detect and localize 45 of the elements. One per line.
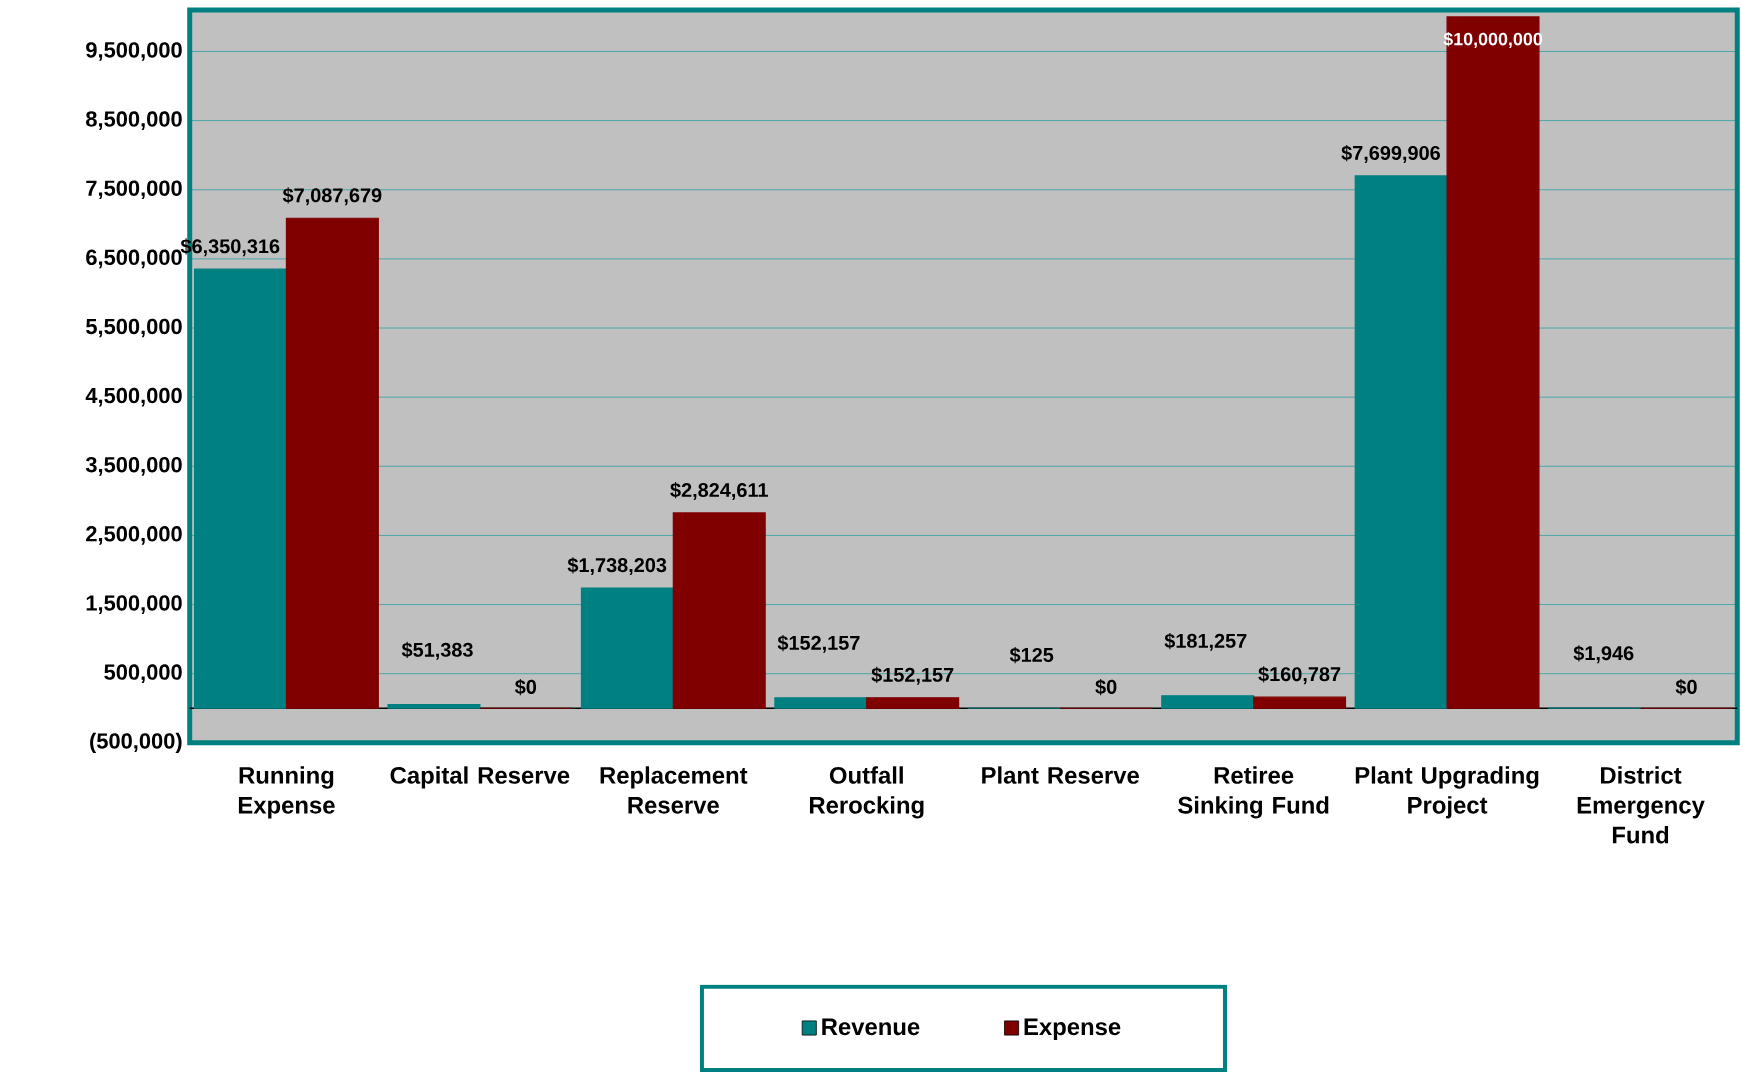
x-tick-label: Running Expense [238,766,335,819]
data-label: $152,157 [871,666,954,685]
y-tick-label: 3,500,000 [85,457,182,476]
data-label: $7,699,906 [1341,145,1440,163]
data-label: $152,157 [777,634,860,653]
x-tick-label: Replacement Reserve [600,766,748,814]
y-tick-label: (500,000) [90,732,182,754]
data-label: $1,946 [1573,645,1634,664]
x-tick-label: Plant Reserve [982,766,1139,784]
x-tick-label: Outfall Rerocking [809,766,924,819]
bar [1161,695,1255,709]
bar [580,587,674,709]
x-tick-label: Plant Upgrading Project [1355,766,1539,819]
y-tick-label: 4,500,000 [85,387,182,407]
x-tick-label: Capital Reserve [390,766,570,789]
data-label: $0 [1675,679,1697,696]
y-tick-label: 7,500,000 [86,180,182,200]
data-label: $0 [1095,679,1117,696]
x-tick-label: Retiree Sinking Fund [1178,766,1329,819]
legend-label: Revenue [822,1018,920,1036]
data-label: $1,738,203 [567,557,667,576]
y-tick-label: 6,500,000 [86,249,182,269]
y-tick-label: 500,000 [104,664,182,684]
data-label: $181,257 [1164,632,1247,651]
data-label: $0 [514,679,537,696]
y-tick-label: 8,500,000 [86,111,182,130]
bar [1253,696,1347,709]
data-label: $51,383 [401,641,473,660]
x-tick-label: District Emergency Fund [1577,766,1705,844]
bar [387,704,481,709]
bar [672,512,766,709]
bar [774,697,868,709]
y-tick-label: 2,500,000 [86,526,182,545]
bar [193,268,288,709]
y-tick-label: 1,500,000 [86,595,182,614]
data-label: $2,824,611 [670,482,768,501]
y-tick-label: 9,500,000 [86,42,182,61]
data-label: $7,087,679 [282,187,382,206]
legend-label: Expense [1024,1018,1121,1041]
y-tick-label: 5,500,000 [86,318,182,338]
bar [866,697,960,709]
bar [1354,175,1448,709]
bar [285,217,379,709]
data-label: $125 [1009,647,1054,664]
data-label: $160,787 [1258,666,1341,685]
